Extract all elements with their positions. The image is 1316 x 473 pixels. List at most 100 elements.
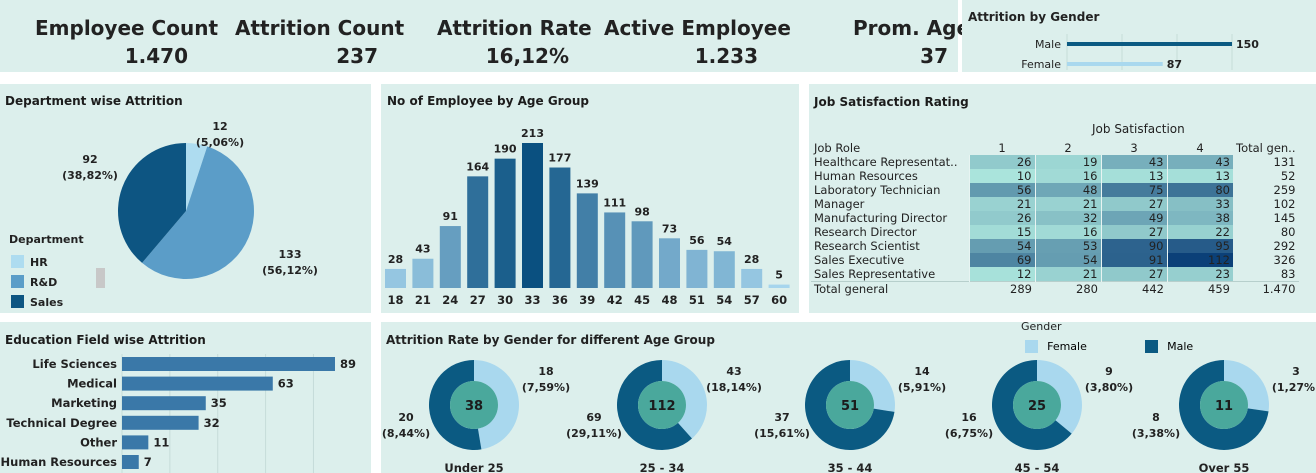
age-bar-60: [768, 284, 790, 288]
donut-female-pct-group-3: (5,91%): [898, 381, 946, 394]
legend-female-label: Female: [1047, 340, 1087, 353]
donut-male-value-group-2: 69: [586, 411, 601, 424]
jobsat-cell: 27: [1100, 225, 1167, 239]
pie-value-sales: 92: [82, 153, 97, 166]
jobsat-role: Manager: [814, 197, 865, 211]
jobsat-row: Human Resources 10 16 13 13 52: [811, 169, 1299, 183]
jobsat-row-total: 80: [1280, 225, 1296, 239]
jobsat-role: Manufacturing Director: [814, 211, 948, 225]
jobsat-role: Human Resources: [814, 169, 918, 183]
donut-group-label-group-5: Over 55: [1199, 461, 1250, 473]
kpi-active-employee-value: 1.233: [694, 44, 758, 68]
donut-female-value-group-4: 9: [1105, 365, 1113, 378]
jobsat-row: Research Director 15 16 27 22 80: [811, 225, 1299, 239]
donut-female-group-3: [850, 360, 896, 412]
jobsat-cell: 16: [1034, 169, 1101, 183]
jobsat-row: Manufacturing Director 26 32 49 38 145: [811, 211, 1299, 225]
edu-value-human-resources: 7: [144, 455, 152, 469]
jobsat-cell: 16: [1034, 225, 1101, 239]
donut-female-group-2: [662, 360, 707, 439]
legend-female: Female: [1025, 336, 1087, 355]
edu-panel: Education Field wise Attrition Life Scie…: [0, 322, 371, 473]
kpi-prom-age-label: Prom. Age: [853, 16, 971, 40]
scroll-handle: [96, 268, 105, 288]
age-tick-21: 21: [415, 293, 431, 307]
donut-female-pct-group-1: (7,59%): [522, 381, 570, 394]
jobsat-col-1: 1: [998, 141, 1006, 155]
jobsat-cell: 80: [1166, 183, 1233, 197]
donut-center-group-4: [1013, 381, 1061, 429]
age-tick-33: 33: [524, 293, 540, 307]
jobsat-cell: 32: [1034, 211, 1101, 225]
edu-bar-other: [122, 435, 149, 450]
pie-pct-sales: (38,82%): [62, 169, 118, 182]
jobsat-cell: 21: [968, 197, 1035, 211]
jobsat-cell: 19: [1034, 155, 1101, 169]
age-chart-title: No of Employee by Age Group: [387, 94, 589, 108]
edu-label-technical-degree: Technical Degree: [6, 416, 117, 430]
jobsat-role: Research Scientist: [814, 239, 920, 253]
jobsat-cell: 95: [1166, 239, 1233, 253]
age-bar-30: [494, 158, 516, 288]
dept-legend-swatch-sales: [11, 295, 24, 308]
gender-label-female: Female: [1021, 58, 1061, 71]
jobsat-cell: 56: [968, 183, 1035, 197]
jobsat-cell: 53: [1034, 239, 1101, 253]
age-tick-57: 57: [744, 293, 760, 307]
gender-value-male: 150: [1236, 38, 1259, 51]
gender-value-female: 87: [1167, 58, 1182, 71]
edu-bar-technical-degree: [122, 415, 199, 430]
jobsat-total-cell: 459: [1208, 282, 1230, 296]
legend-male-swatch: [1145, 340, 1158, 353]
edu-value-medical: 63: [278, 377, 294, 391]
donut-female-pct-group-4: (3,80%): [1085, 381, 1133, 394]
age-bar-label-33: 213: [521, 127, 544, 140]
age-bar-57: [741, 268, 763, 288]
kpi-attrition-count-label: Attrition Count: [235, 16, 405, 40]
jobsat-col-total: Total gen..: [1236, 141, 1296, 155]
donut-male-pct-group-3: (15,61%): [754, 427, 810, 440]
kpi-panel: Employee Count 1.470 Attrition Count 237…: [0, 0, 970, 72]
jobsat-row-total: 52: [1280, 169, 1296, 183]
age-bar-label-27: 164: [466, 160, 489, 173]
donut-male-group-1: [429, 360, 482, 450]
jobsat-cell: 12: [968, 267, 1035, 282]
age-tick-60: 60: [771, 293, 787, 307]
jobsat-cell: 22: [1166, 225, 1233, 239]
donut-group-label-group-3: 35 - 44: [828, 461, 873, 473]
donut-total-group-4: 25: [1028, 399, 1046, 414]
age-bar-label-57: 28: [744, 253, 759, 266]
donut-male-group-4: [992, 360, 1072, 450]
donut-male-pct-group-4: (6,75%): [945, 427, 993, 440]
pie-slice-sales: [117, 143, 186, 263]
age-tick-51: 51: [689, 293, 705, 307]
jobsat-cell: 69: [968, 253, 1035, 267]
age-bar-18: [385, 268, 406, 288]
jobsat-cell: 26: [968, 155, 1035, 169]
edu-label-life-sciences: Life Sciences: [32, 357, 117, 371]
jobsat-cell: 49: [1100, 211, 1167, 225]
age-header: No of Employee by Age Group: [381, 84, 799, 116]
edu-bar-life-sciences: [122, 357, 335, 371]
jobsat-cell: 90: [1100, 239, 1167, 253]
gender-panel: Attrition by Gender Male 150 Female 87: [962, 0, 1316, 72]
age-tick-42: 42: [607, 293, 623, 307]
donut-male-group-2: [617, 360, 692, 450]
jobsat-row-total: 259: [1273, 183, 1296, 197]
age-bar-21: [412, 258, 434, 288]
edu-label-marketing: Marketing: [51, 396, 117, 410]
jobsat-col-4: 4: [1196, 141, 1204, 155]
jobsat-column-group: Job Satisfaction: [1092, 122, 1185, 136]
jobsat-row: Manager 21 21 27 33 102: [811, 197, 1299, 211]
gender-label-male: Male: [1035, 38, 1061, 51]
gender-age-panel: Attrition Rate by Gender for different A…: [381, 320, 1316, 473]
age-tick-24: 24: [442, 293, 458, 307]
donut-center-group-5: [1200, 381, 1248, 429]
jobsat-cell: 48: [1034, 183, 1101, 197]
jobsat-cell: 54: [1034, 253, 1101, 267]
age-bar-27: [467, 176, 489, 288]
jobsat-cell: 27: [1100, 267, 1167, 282]
age-tick-27: 27: [470, 293, 486, 307]
jobsat-role: Sales Representative: [814, 267, 936, 281]
jobsat-cell: 75: [1100, 183, 1167, 197]
